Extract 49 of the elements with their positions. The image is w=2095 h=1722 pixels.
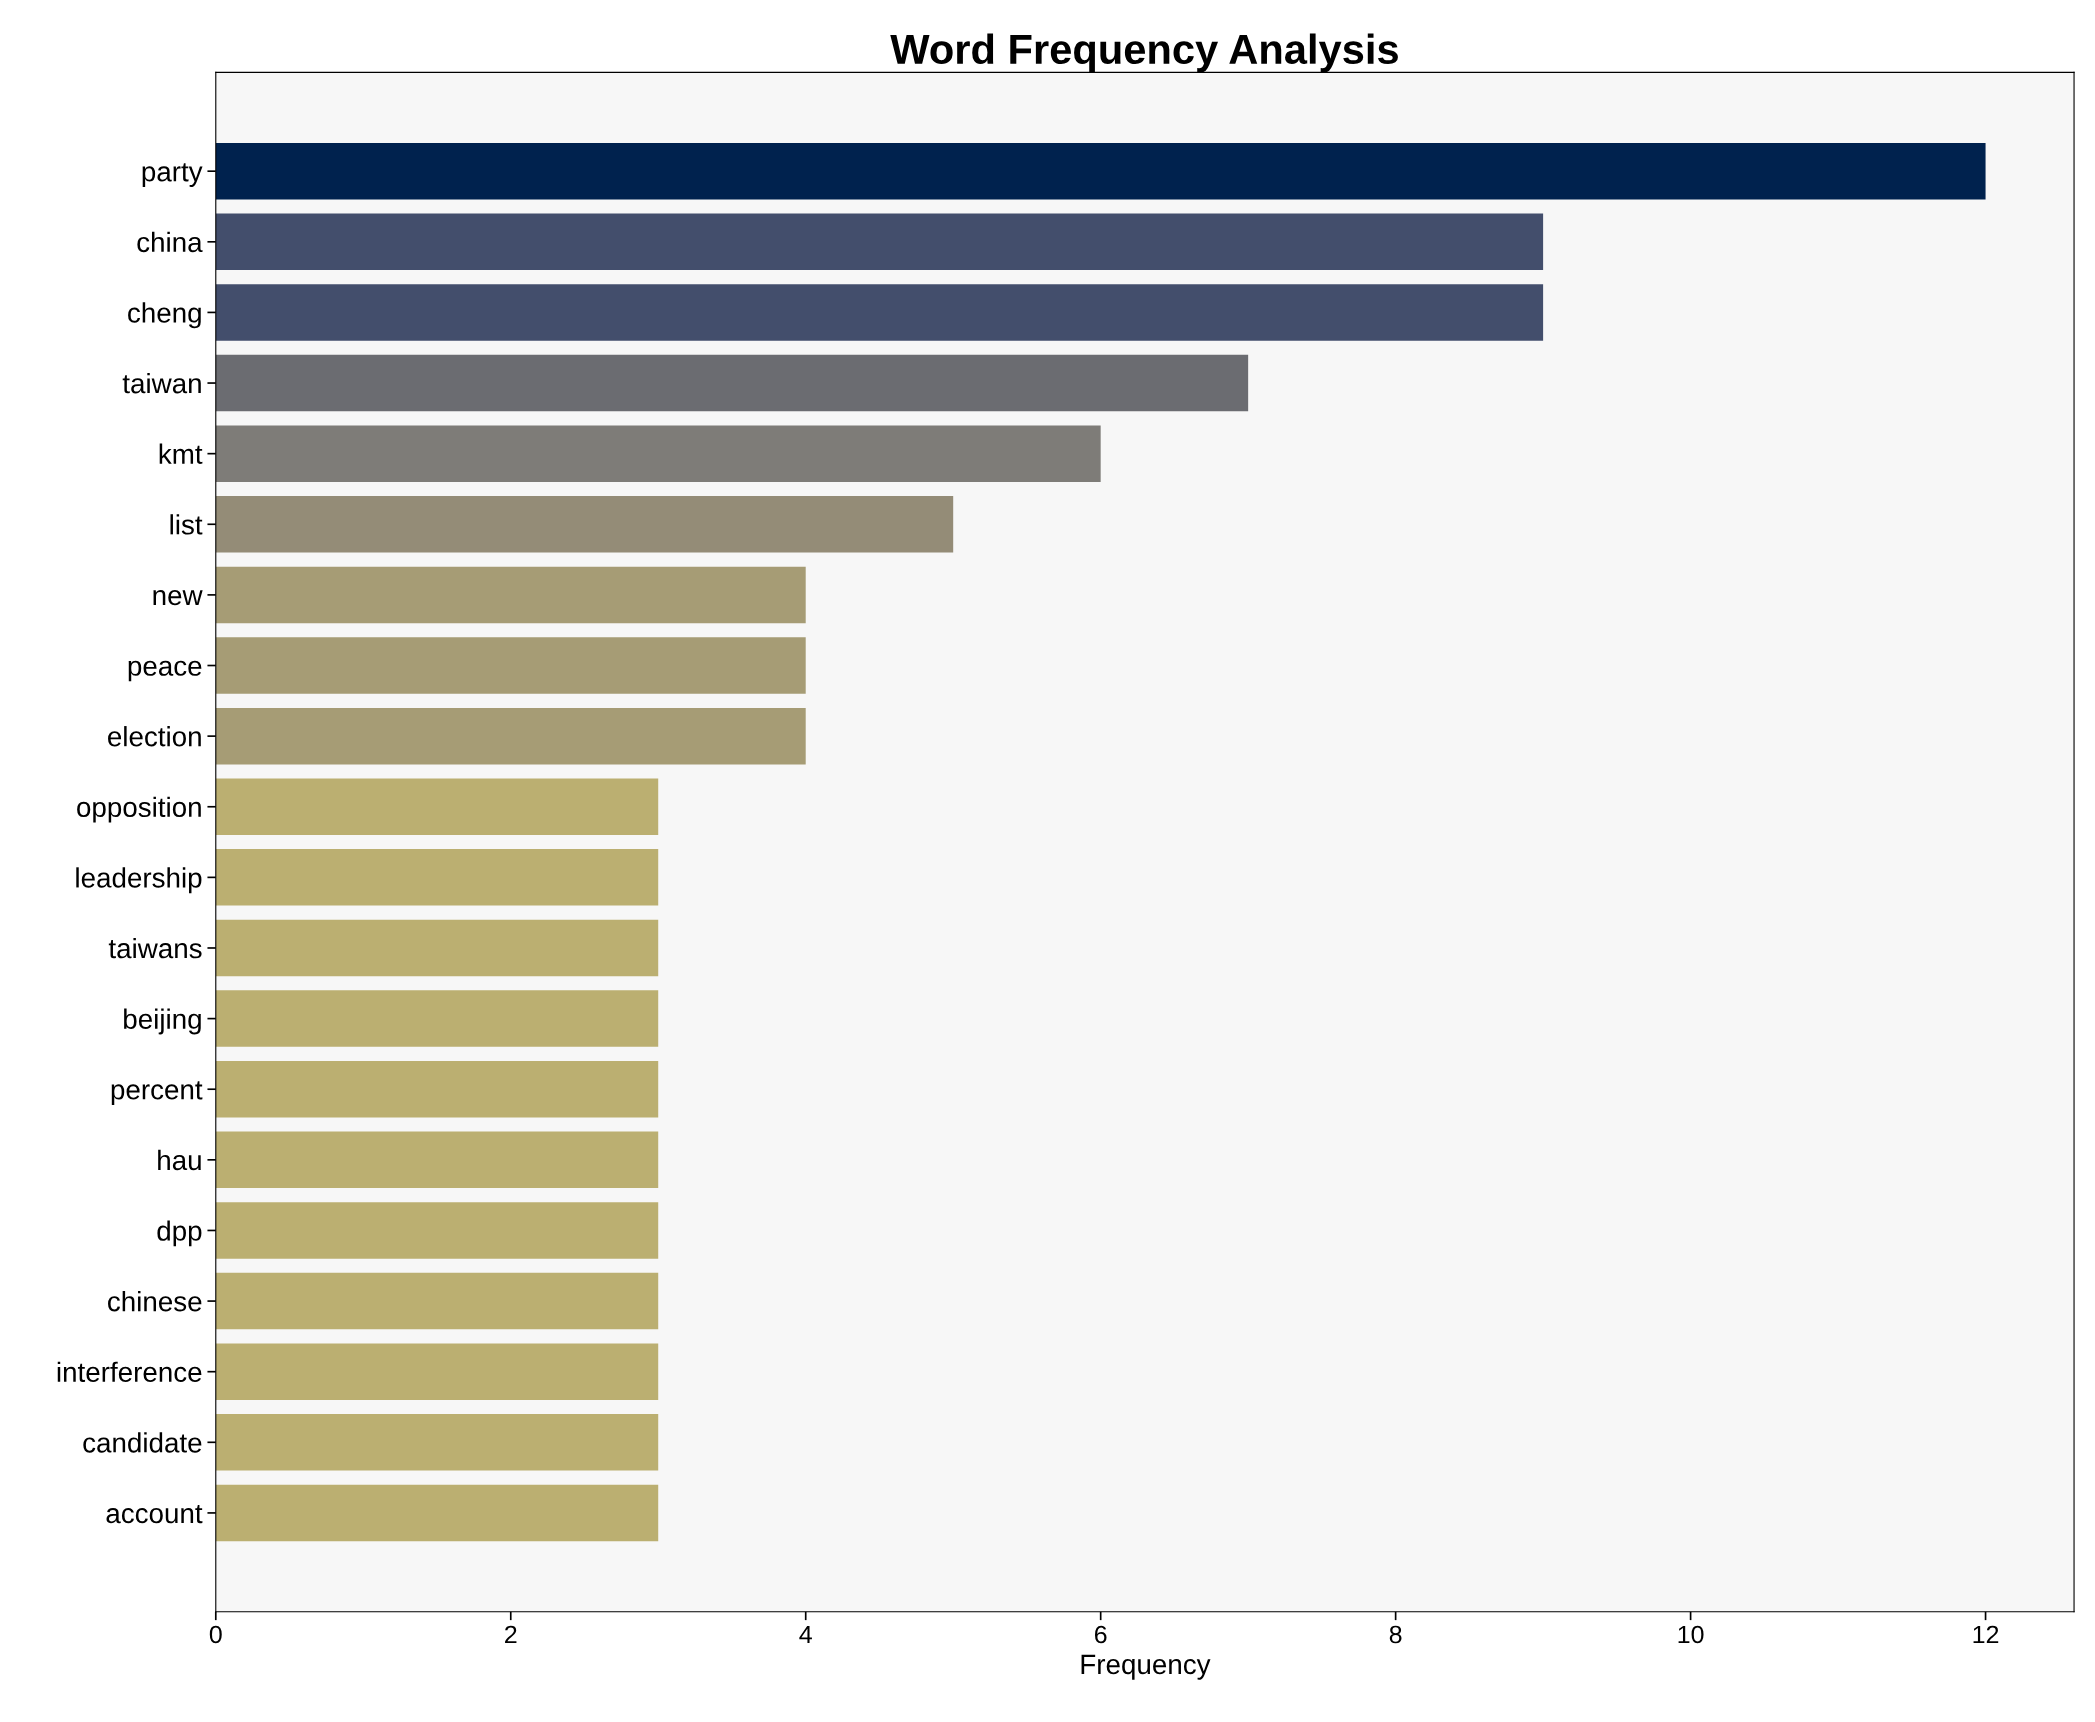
- x-tick-label: 6: [1094, 1625, 1107, 1644]
- x-axis-title: Frequency: [1081, 1654, 1211, 1680]
- y-tick-label: taiwans: [108, 937, 202, 959]
- y-tick-label: new: [153, 590, 203, 606]
- bar: [215, 1272, 659, 1330]
- bar: [215, 1414, 659, 1471]
- y-tick-label: cheng: [128, 302, 201, 329]
- bar: [215, 707, 806, 765]
- y-tick-label: list: [170, 514, 203, 535]
- bar: [215, 849, 659, 906]
- x-tick-label: 0: [209, 1625, 222, 1644]
- bar: [215, 1131, 659, 1189]
- bar: [215, 566, 806, 624]
- y-tick-label: candidate: [83, 1432, 202, 1453]
- bar: [215, 1202, 659, 1259]
- y-tick-label: chinese: [108, 1291, 202, 1312]
- y-tick-label: opposition: [77, 796, 201, 823]
- bar: [215, 637, 806, 694]
- bar: [215, 990, 659, 1047]
- y-tick-label: kmt: [159, 443, 203, 464]
- bar: [215, 919, 659, 977]
- bar: [215, 284, 1544, 341]
- x-tick-label: 10: [1678, 1625, 1704, 1644]
- y-tick-label: party: [142, 163, 203, 188]
- y-tick-label: account: [106, 1505, 203, 1524]
- bar: [215, 213, 1544, 271]
- y-tick-label: interference: [57, 1361, 202, 1383]
- y-tick-label: peace: [128, 660, 202, 682]
- y-tick-label: taiwan: [122, 372, 201, 394]
- bar: [215, 496, 954, 553]
- y-tick-label: hau: [158, 1149, 201, 1171]
- bar: [215, 425, 1101, 482]
- chart-title: Word Frequency Analysis: [890, 33, 1398, 73]
- y-tick-label: beijing: [124, 1008, 201, 1035]
- x-tick-label: 12: [1973, 1625, 1999, 1644]
- bar: [215, 778, 659, 835]
- x-tick-label: 4: [799, 1625, 812, 1644]
- x-tick-label: 2: [505, 1625, 517, 1644]
- bar: [215, 354, 1249, 412]
- y-tick-label: leadership: [76, 867, 202, 894]
- y-tick-label: china: [137, 231, 203, 253]
- y-tick-label: percent: [111, 1081, 203, 1106]
- y-tick-label: election: [108, 726, 201, 747]
- bar: [215, 1343, 659, 1400]
- y-tick-label: dpp: [157, 1220, 202, 1247]
- bar: [215, 1484, 659, 1542]
- x-tick-label: 8: [1389, 1625, 1402, 1644]
- bar: [215, 1060, 659, 1118]
- bar: [215, 142, 1986, 200]
